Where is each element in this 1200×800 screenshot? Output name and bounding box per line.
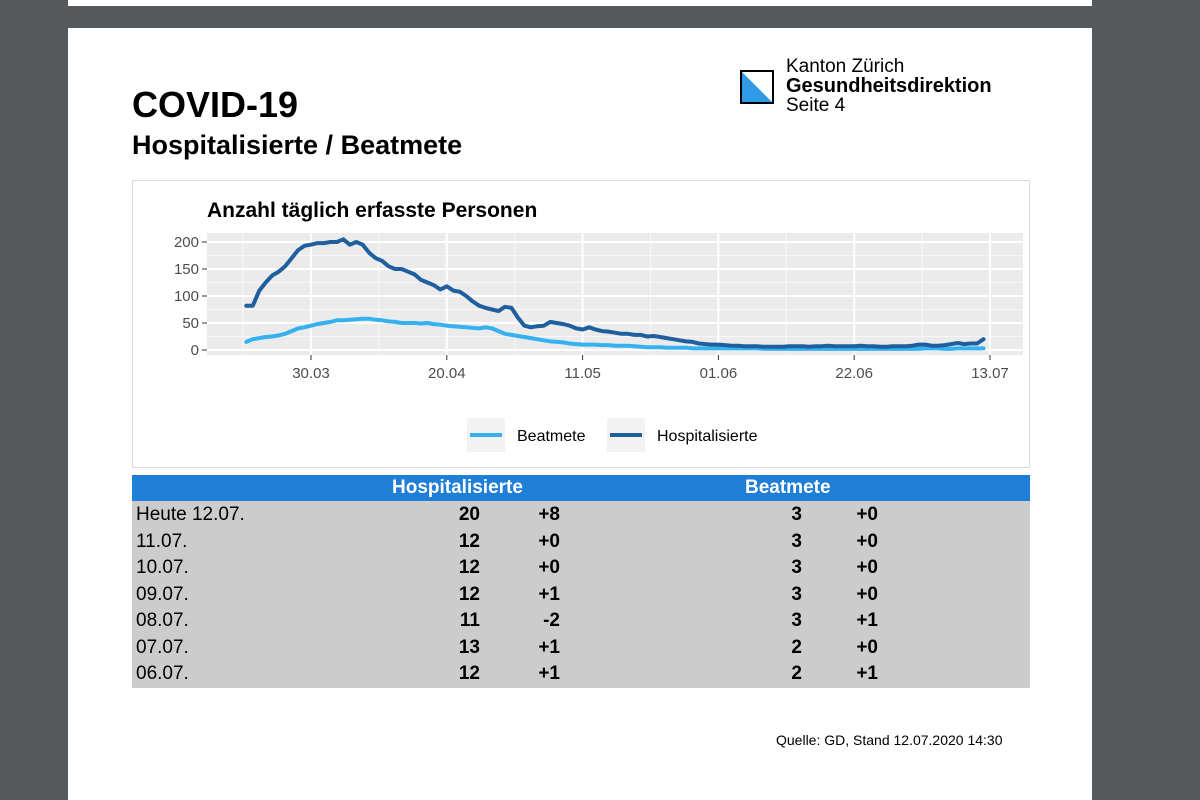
beatmete-value: 3 (791, 504, 802, 525)
hospitalisierte-delta: +8 (538, 504, 560, 525)
legend-label-hospitalisierte: Hospitalisierte (657, 428, 758, 445)
beatmete-delta: +0 (856, 530, 878, 552)
beatmete-value: 2 (791, 663, 802, 684)
hospitalisierte-delta: -2 (543, 610, 560, 631)
row-date: Heute 12.07. (136, 504, 245, 525)
hospitalisierte-delta: +1 (538, 663, 560, 684)
column-header-hospitalisierte: Hospitalisierte (392, 477, 523, 498)
hospitalisierte-value: 11 (459, 610, 480, 631)
row-date: 08.07. (136, 610, 189, 631)
table-row: 07.07. 13 +1 2 +0 (132, 635, 1030, 662)
x-tick-label: 13.07 (971, 365, 1009, 382)
hospitalisierte-delta: +0 (538, 557, 560, 578)
series-line-hospitalisierte (244, 237, 986, 349)
y-tick-label: 200 (174, 234, 199, 251)
x-tick-label: 11.05 (564, 365, 600, 382)
row-date: 07.07. (136, 636, 189, 658)
report-page: COVID-19 Hospitalisierte / Beatmete Kant… (68, 28, 1092, 800)
table-header: Hospitalisierte Beatmete (132, 475, 1030, 501)
hospitalisierte-delta: +1 (538, 636, 560, 658)
legend-label-beatmete: Beatmete (517, 428, 586, 445)
table-row: 08.07. 11 -2 3 +1 (132, 608, 1030, 635)
page-title: COVID-19 (132, 84, 299, 125)
row-date: 06.07. (136, 663, 189, 684)
beatmete-value: 2 (791, 636, 802, 658)
chart-title: Anzahl täglich erfasste Personen (207, 199, 537, 222)
table-row: 06.07. 12 +1 2 +1 (132, 661, 1030, 688)
page-number: Seite 4 (786, 95, 846, 116)
hospitalisierte-value: 12 (458, 530, 480, 552)
series-line-beatmete (244, 316, 986, 351)
table-row: 09.07. 12 +1 3 +0 (132, 582, 1030, 609)
table-row: Heute 12.07. 20 +8 3 +0 (132, 502, 1030, 529)
beatmete-value: 3 (791, 557, 802, 578)
org-name: Kanton Zürich (786, 56, 905, 77)
hospitalisierte-value: 12 (458, 557, 480, 578)
previous-page-edge (68, 0, 1092, 6)
table-row: 10.07. 12 +0 3 +0 (132, 555, 1030, 582)
beatmete-delta: +0 (856, 504, 878, 525)
y-tick-label: 100 (174, 288, 199, 305)
hospitalisierte-value: 13 (458, 636, 480, 658)
y-tick-label: 50 (182, 315, 199, 332)
org-department: Gesundheitsdirektion (786, 75, 992, 97)
hospitalisierte-delta: +1 (538, 583, 560, 605)
y-tick-label: 150 (174, 261, 199, 278)
beatmete-value: 3 (791, 530, 802, 552)
beatmete-delta: +1 (856, 610, 878, 631)
beatmete-value: 3 (791, 610, 802, 631)
page-subtitle: Hospitalisierte / Beatmete (132, 130, 463, 160)
row-date: 11.07. (136, 530, 188, 552)
hospitalisierte-value: 20 (458, 504, 480, 525)
source-note: Quelle: GD, Stand 12.07.2020 14:30 (776, 732, 1003, 748)
beatmete-delta: +0 (856, 583, 878, 605)
beatmete-delta: +0 (856, 557, 878, 578)
row-date: 10.07. (136, 557, 189, 578)
hospitalisierte-value: 12 (458, 663, 480, 684)
beatmete-delta: +0 (856, 636, 878, 658)
line-chart: Anzahl täglich erfasste Personen 0 50 100 15… (174, 199, 1023, 452)
x-tick-label: 01.06 (700, 365, 738, 382)
table-body: Heute 12.07. 20 +8 3 +0 11.07. 12 +0 3 +… (132, 501, 1030, 688)
row-date: 09.07. (136, 583, 189, 605)
x-tick-label: 30.03 (292, 365, 330, 382)
hospitalisierte-delta: +0 (538, 530, 560, 552)
chart-container: Anzahl täglich erfasste Personen 0 50 100 15… (132, 180, 1030, 468)
y-tick-label: 0 (191, 342, 199, 359)
summary-table: Hospitalisierte Beatmete Heute 12.07. 20… (132, 475, 1030, 688)
kanton-zurich-logo (740, 70, 774, 104)
beatmete-delta: +1 (856, 663, 878, 684)
table-row: 11.07. 12 +0 3 +0 (132, 529, 1030, 556)
beatmete-value: 3 (791, 583, 802, 605)
column-header-beatmete: Beatmete (745, 477, 831, 498)
hospitalisierte-value: 12 (458, 583, 480, 605)
x-tick-label: 20.04 (428, 365, 466, 382)
x-tick-label: 22.06 (835, 365, 873, 382)
